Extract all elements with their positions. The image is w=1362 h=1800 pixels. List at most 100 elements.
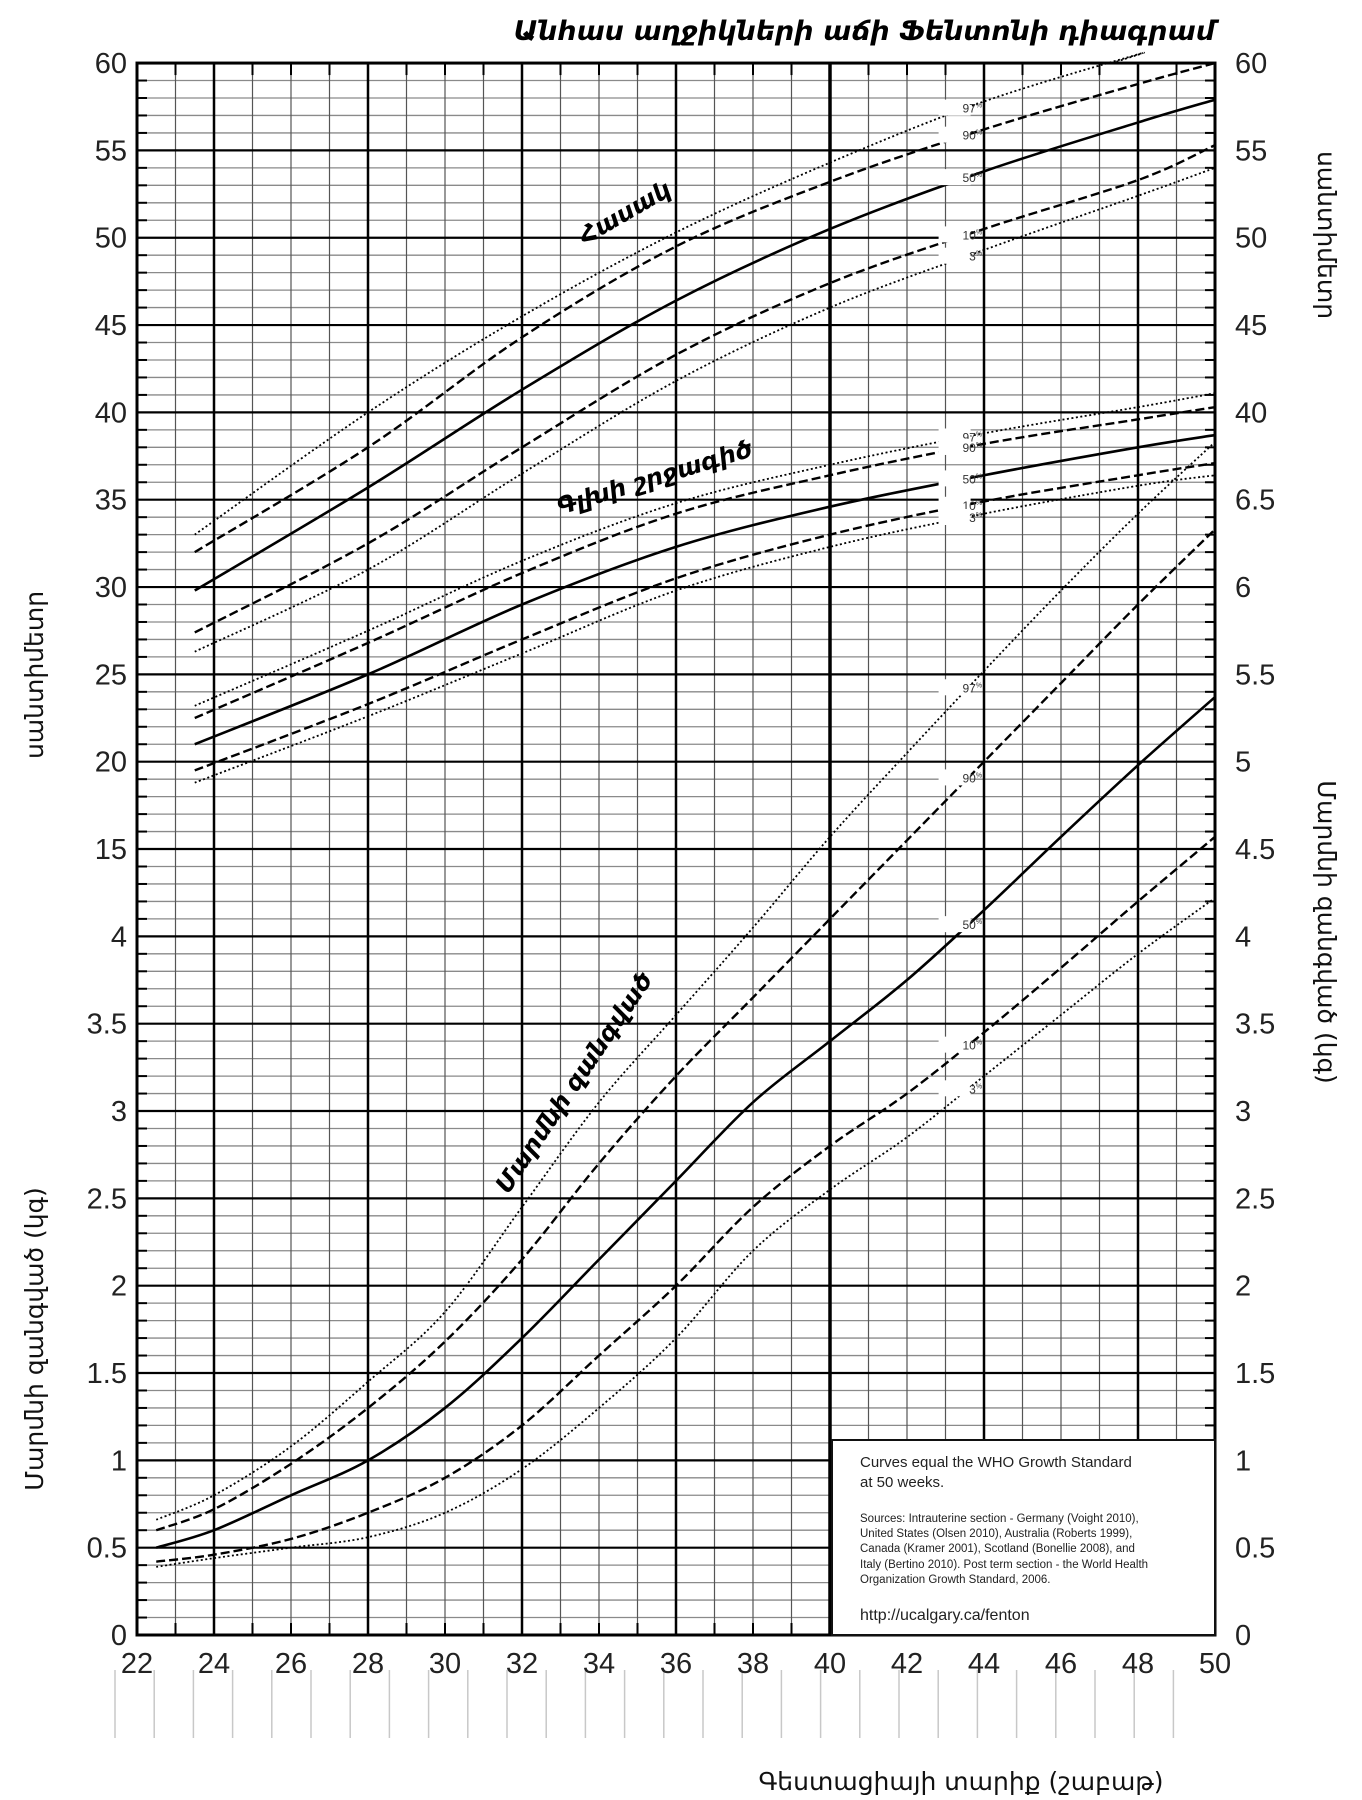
percentile-label-background [938,126,971,143]
note-source-line-5: Organization Growth Standard, 2006. [860,1574,1051,1586]
right-tick-label: 0 [1235,1620,1251,1652]
left-tick-label: 40 [95,397,127,429]
x-tick-label: 48 [1122,1648,1154,1680]
x-tick-label: 22 [121,1648,153,1680]
note-source-line-3: Canada (Kramer 2001), Scotland (Bonellie… [860,1543,1135,1555]
weight-p97-curve [155,441,1216,1521]
left-tick-label: 1 [111,1445,127,1477]
curves [155,51,1216,1568]
right-tick-label: 50 [1235,223,1267,255]
left-tick-label: 60 [95,48,127,80]
left-tick-label: 4 [111,921,127,953]
x-tick-label: 46 [1045,1648,1077,1680]
right-tick-label: 1 [1235,1445,1251,1477]
percentile-label-background [938,470,971,487]
x-tick-label: 32 [506,1648,538,1680]
left-tick-label: 30 [95,572,127,604]
weight-p3-curve [156,897,1216,1568]
weight-p50-curve [155,696,1216,1549]
percentile-label-background [938,99,971,116]
head-circumference-p90-curve [194,405,1216,720]
x-axis-label: Գեստացիայի տարիք (շաբաթ) [758,1767,1163,1796]
right-tick-label: 6 [1235,572,1251,604]
right-axis-label-kg: Մարմնի զանգված (կգ) [1312,780,1341,1083]
grid [135,61,1217,1637]
left-tick-label: 50 [95,223,127,255]
x-tick-label: 50 [1199,1648,1231,1680]
x-tick-label: 38 [737,1648,769,1680]
x-tick-label: 44 [968,1648,1000,1680]
percentile-label-background [938,496,971,513]
percentile-label-background [938,1036,971,1053]
chart-title: Անհաս աղջիկների աճի Ֆենտոնի դիագրամ [514,16,1220,47]
length-p90-curve [194,61,1216,554]
percentile-label-background [938,169,971,186]
left-tick-label: 2 [111,1271,127,1303]
percentile-label-background [938,916,971,933]
head-circumference-p10-curve [194,461,1216,772]
bottom-tick-strip [114,1670,1175,1738]
left-axis-label-kg: Մարմնի զանգված (կգ) [20,1187,49,1490]
right-tick-label: 4.5 [1235,834,1275,866]
length-p97-curve [194,51,1145,536]
source-note-box: Curves equal the WHO Growth Standard at … [831,1439,1216,1636]
note-url-link[interactable]: http://ucalgary.ca/fenton [860,1607,1030,1624]
note-source-line-1: Sources: Intrauterine section - Germany … [860,1513,1139,1525]
left-tick-label: 2.5 [87,1183,127,1215]
right-tick-label: 6.5 [1235,485,1275,517]
percentile-label-background [938,438,971,455]
x-tick-label: 36 [660,1648,692,1680]
percentile-label-background [938,247,971,264]
left-tick-label: 20 [95,747,127,779]
note-source-line-4: Italy (Bertino 2010). Post term section … [860,1559,1148,1571]
note-heading-line-1: Curves equal the WHO Growth Standard [860,1454,1132,1471]
left-tick-label: 3.5 [87,1009,127,1041]
x-tick-label: 40 [814,1648,846,1680]
x-tick-label: 34 [583,1648,615,1680]
left-tick-label: 1.5 [87,1358,127,1390]
percentile-label-background [938,509,971,526]
left-tick-label: 0.5 [87,1533,127,1565]
right-tick-label: 1.5 [1235,1358,1275,1390]
x-tick-label: 24 [198,1648,230,1680]
right-tick-label: 2 [1235,1271,1251,1303]
weight-p10-curve [156,835,1216,1563]
right-tick-label: 3 [1235,1096,1251,1128]
x-tick-label: 42 [891,1648,923,1680]
left-tick-label: 3 [111,1096,127,1128]
right-tick-label: 55 [1235,135,1267,167]
x-tick-label: 28 [352,1648,384,1680]
plot-border [135,61,1217,1637]
left-axis-label-cm: սանտիմետր [20,591,49,759]
weight-p90-curve [155,528,1216,1532]
right-axis-label-cm: սանտիմետր [1312,151,1341,319]
note-heading-line-2: at 50 weeks. [860,1474,944,1491]
right-tick-label: 5.5 [1235,659,1275,691]
right-tick-label: 40 [1235,397,1267,429]
x-tick-label: 30 [429,1648,461,1680]
percentile-label-background [938,1080,971,1097]
right-tick-label: 5 [1235,747,1251,779]
right-tick-label: 45 [1235,310,1267,342]
left-tick-label: 0 [111,1620,127,1652]
right-tick-label: 4 [1235,921,1251,953]
left-tick-label: 35 [95,485,127,517]
note-source-line-2: United States (Olsen 2010), Australia (R… [860,1528,1132,1540]
percentile-label-background [938,769,971,786]
length-p50-curve [194,98,1216,592]
right-tick-label: 2.5 [1235,1183,1275,1215]
tick-labels: 22 24 26 28 30 32 34 36 38 40 42 44 46 48 506055504540… [87,48,1276,1680]
right-tick-label: 0.5 [1235,1533,1275,1565]
percentile-label-background [938,679,971,696]
left-tick-label: 15 [95,834,127,866]
left-tick-label: 55 [95,135,127,167]
left-tick-label: 25 [95,659,127,691]
left-tick-label: 45 [95,310,127,342]
x-tick-label: 26 [275,1648,307,1680]
percentile-label-background [938,226,971,243]
percentile-labels: 97%90%50%10%3%97%90%50%10%3%97%90%50%10%… [938,99,982,1097]
head-circumference-p50-curve [194,433,1216,746]
right-tick-label: 3.5 [1235,1009,1275,1041]
right-tick-label: 60 [1235,48,1267,80]
